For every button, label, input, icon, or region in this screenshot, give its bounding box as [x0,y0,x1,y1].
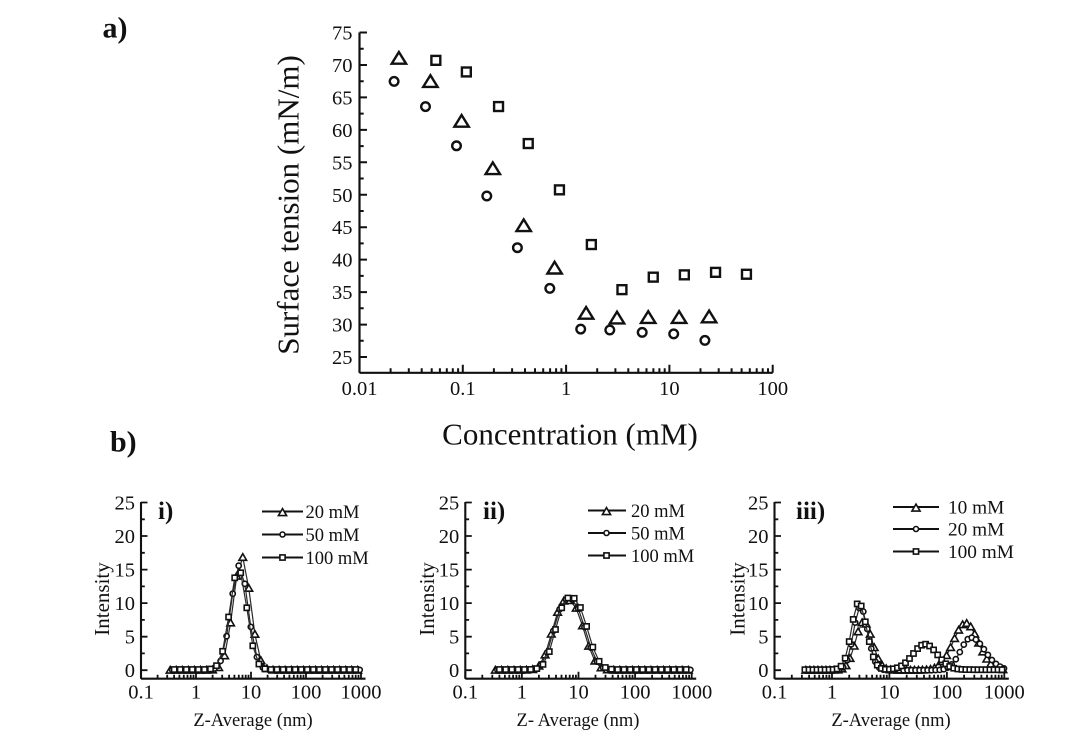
svg-text:b): b) [110,426,137,459]
svg-text:100 mM: 100 mM [306,549,369,569]
svg-text:100: 100 [291,682,322,704]
svg-text:Z-Average (nm): Z-Average (nm) [193,711,312,731]
svg-text:15: 15 [748,560,769,582]
svg-text:10: 10 [241,682,262,704]
svg-text:60: 60 [332,120,353,142]
svg-text:50: 50 [332,185,353,207]
svg-text:15: 15 [115,560,136,582]
svg-text:10: 10 [748,593,769,615]
svg-text:5: 5 [758,627,768,649]
svg-text:25: 25 [332,347,353,369]
svg-text:Surface tension (mN/m): Surface tension (mN/m) [271,55,306,355]
svg-text:20 mM: 20 mM [631,502,685,522]
svg-text:1: 1 [517,682,527,704]
svg-text:100: 100 [757,378,788,400]
svg-text:Intensity: Intensity [415,562,439,636]
svg-text:75: 75 [332,23,353,45]
svg-text:0.1: 0.1 [762,682,788,704]
svg-text:70: 70 [332,55,353,77]
svg-text:0.1: 0.1 [450,378,476,400]
svg-text:30: 30 [332,315,353,337]
svg-text:5: 5 [449,627,459,649]
svg-text:40: 40 [332,250,353,272]
svg-text:10: 10 [568,682,589,704]
svg-text:0: 0 [449,660,459,682]
svg-text:50 mM: 50 mM [631,524,685,544]
svg-text:20: 20 [439,526,460,548]
svg-text:Z- Average (nm): Z- Average (nm) [517,711,640,731]
svg-text:ii): ii) [483,498,505,525]
svg-text:25: 25 [748,493,769,515]
svg-text:1: 1 [191,682,201,704]
svg-text:1: 1 [561,378,571,400]
svg-text:1000: 1000 [671,682,712,704]
svg-text:0.1: 0.1 [452,682,478,704]
svg-text:0.1: 0.1 [128,682,154,704]
svg-text:0: 0 [125,660,135,682]
svg-text:100: 100 [932,682,963,704]
svg-text:10: 10 [115,593,136,615]
svg-text:0: 0 [758,660,768,682]
svg-text:0.01: 0.01 [342,378,378,400]
svg-text:5: 5 [125,627,135,649]
svg-text:25: 25 [439,493,460,515]
svg-text:20 mM: 20 mM [306,503,360,523]
svg-text:20: 20 [115,526,136,548]
svg-text:10 mM: 10 mM [948,497,1004,518]
svg-text:a): a) [103,12,128,45]
svg-text:Concentration (mM): Concentration (mM) [442,417,698,452]
svg-text:1000: 1000 [984,682,1025,704]
svg-text:20 mM: 20 mM [948,519,1004,540]
svg-text:10: 10 [879,682,900,704]
svg-text:i): i) [158,498,173,525]
svg-text:100: 100 [620,682,651,704]
svg-text:35: 35 [332,282,353,304]
svg-text:Intensity: Intensity [90,562,114,636]
svg-text:iii): iii) [796,498,825,525]
svg-text:15: 15 [439,560,460,582]
svg-text:1: 1 [827,682,837,704]
svg-text:Z-Average (nm): Z-Average (nm) [831,711,950,731]
svg-text:Intensity: Intensity [726,562,750,636]
svg-text:10: 10 [659,378,680,400]
svg-text:100 mM: 100 mM [631,547,694,567]
svg-text:10: 10 [439,593,460,615]
svg-text:1000: 1000 [341,682,382,704]
svg-text:55: 55 [332,152,353,174]
svg-text:100 mM: 100 mM [948,542,1014,563]
svg-text:65: 65 [332,87,353,109]
svg-text:45: 45 [332,217,353,239]
svg-text:25: 25 [115,493,136,515]
svg-text:20: 20 [748,526,769,548]
svg-text:50 mM: 50 mM [306,526,360,546]
